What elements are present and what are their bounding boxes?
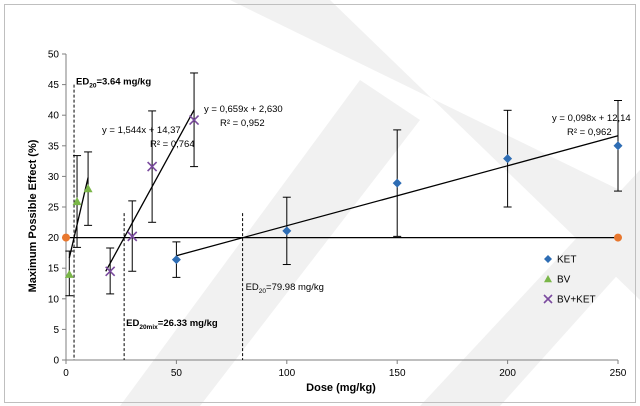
y-tick-label: 5 bbox=[53, 325, 59, 336]
ed-label-main: ED bbox=[246, 282, 259, 293]
equation-ket: y = 0,098x + 12,14 bbox=[552, 113, 631, 124]
y-tick-label: 30 bbox=[48, 172, 60, 183]
y-tick-label: 50 bbox=[48, 50, 60, 61]
cross-stroke bbox=[147, 161, 158, 172]
y-tick-label: 20 bbox=[48, 233, 60, 244]
y-tick-label: 40 bbox=[48, 111, 60, 122]
cross-stroke bbox=[127, 231, 138, 242]
ed-label-2: ED20=79.98 mg/kg bbox=[246, 282, 324, 295]
ed-label-sub: 20 bbox=[89, 83, 97, 90]
ed-label-1: ED20mix=26.33 mg/kg bbox=[126, 318, 218, 331]
x-tick-label: 100 bbox=[278, 368, 295, 379]
x-tick-label: 200 bbox=[499, 368, 516, 379]
point-ket bbox=[171, 255, 181, 265]
watermark-stripe-2 bbox=[420, 170, 640, 406]
point-bv-ket bbox=[188, 115, 200, 126]
legend: KET BV BV+KET bbox=[543, 255, 596, 306]
ed-label-main: ED bbox=[126, 318, 139, 329]
point-bv bbox=[83, 184, 93, 193]
legend-label-bv-ket: BV+KET bbox=[557, 295, 596, 306]
cross-stroke bbox=[105, 266, 116, 277]
fit-line-bv-ket bbox=[105, 109, 195, 272]
chart-border bbox=[4, 4, 636, 403]
x-tick-label: 50 bbox=[171, 368, 183, 379]
point-ket bbox=[503, 154, 513, 164]
axes: 0 5 10 15 20 25 30 35 40 45 50 0 50 100 150 200 250 bbox=[48, 50, 627, 380]
point-ket bbox=[392, 178, 402, 188]
x-tick-label: 150 bbox=[389, 368, 406, 379]
legend-marker-bv-ket bbox=[543, 294, 553, 304]
ed-label-rest: =26.33 mg/kg bbox=[158, 318, 218, 329]
reference-end-marker-right bbox=[614, 233, 622, 242]
legend-marker-bv bbox=[544, 275, 552, 283]
point-bv bbox=[64, 269, 74, 278]
equation-bv: y = 1,544x + 14,37 bbox=[102, 125, 181, 136]
x-tick-label: 0 bbox=[63, 368, 69, 379]
y-axis-title: Maximum Possible Effect (%) bbox=[27, 139, 39, 292]
y-tick-label: 35 bbox=[48, 141, 60, 152]
ed-label-sub: 20mix bbox=[139, 324, 158, 331]
watermark-stripes bbox=[120, 0, 640, 406]
point-ket bbox=[613, 141, 623, 151]
cross-stroke bbox=[188, 115, 200, 126]
r-squared-ket: R² = 0,962 bbox=[567, 127, 612, 138]
r-squared-bv: R² = 0,764 bbox=[150, 139, 195, 150]
y-tick-label: 0 bbox=[53, 356, 59, 367]
equation-bv-ket: y = 0,659x + 2,630 bbox=[204, 104, 283, 115]
y-tick-label: 25 bbox=[48, 203, 60, 214]
y-tick-label: 15 bbox=[48, 264, 60, 275]
ed-label-sub: 20 bbox=[259, 288, 267, 295]
point-bv bbox=[72, 196, 82, 206]
ed-label-main: ED bbox=[76, 77, 89, 88]
legend-label-ket: KET bbox=[557, 255, 576, 266]
reference-line bbox=[62, 233, 622, 242]
x-axis-title: Dose (mg/kg) bbox=[306, 382, 376, 394]
ed-label-0: ED20=3.64 mg/kg bbox=[76, 77, 151, 90]
cross-stroke bbox=[543, 294, 553, 304]
y-tick-label: 45 bbox=[48, 80, 60, 91]
y-tick-label: 10 bbox=[48, 294, 60, 305]
point-bv-ket bbox=[105, 266, 116, 277]
watermark-stripe-1 bbox=[120, 80, 420, 406]
point-bv-ket bbox=[147, 161, 158, 172]
ed-label-rest: =79.98 mg/kg bbox=[266, 282, 324, 293]
data-points bbox=[64, 115, 623, 278]
ed-label-rest: =3.64 mg/kg bbox=[96, 77, 151, 88]
r-squared-bv-ket: R² = 0,952 bbox=[220, 118, 265, 129]
equations: y = 1,544x + 14,37 R² = 0,764 y = 0,659x +… bbox=[102, 104, 631, 150]
point-bv-ket bbox=[127, 231, 138, 242]
point-ket bbox=[282, 226, 292, 236]
legend-label-bv: BV bbox=[557, 275, 571, 286]
ed-lines bbox=[73, 84, 244, 360]
legend-marker-ket bbox=[544, 255, 552, 263]
reference-end-marker-left bbox=[62, 233, 70, 242]
x-tick-label: 250 bbox=[610, 368, 627, 379]
